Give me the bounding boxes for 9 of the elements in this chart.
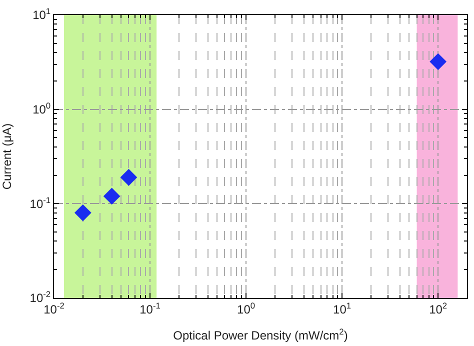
x-tick-label: 10$^{0}$ <box>237 300 256 316</box>
x-tick-label: 10$^{-1}$ <box>140 300 161 316</box>
x-tick-label: 10$^{2}$ <box>429 300 448 316</box>
y-tick-label: 10$^{0}$ <box>32 100 51 117</box>
y-tick-label: 10$^{-1}$ <box>30 194 51 211</box>
y-axis-title: Current (μA) <box>0 123 14 190</box>
x-axis-title: Optical Power Density (mW/cm$^{2}$) <box>173 326 348 342</box>
x-tick-label: 10$^{1}$ <box>333 300 352 316</box>
y-tick-label: 10$^{1}$ <box>32 6 51 22</box>
